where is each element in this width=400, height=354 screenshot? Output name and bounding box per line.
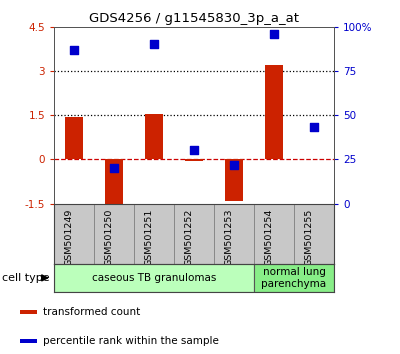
Bar [225,159,243,201]
Point [311,125,317,130]
Bar [185,159,203,161]
Bar [20,310,37,314]
Text: GSM501250: GSM501250 [105,209,114,266]
Text: transformed count: transformed count [42,307,140,317]
Text: GSM501253: GSM501253 [225,209,234,266]
Text: percentile rank within the sample: percentile rank within the sample [42,336,218,346]
Bar [105,159,123,205]
Point [191,148,197,153]
Bar [265,65,283,159]
Text: GSM501252: GSM501252 [185,209,194,266]
Bar [145,114,163,159]
Text: cell type: cell type [2,273,50,283]
Title: GDS4256 / g11545830_3p_a_at: GDS4256 / g11545830_3p_a_at [89,12,299,25]
Point [231,162,237,167]
Bar [254,264,334,292]
Point [271,31,277,36]
Point [151,41,157,47]
Text: normal lung
parenchyma: normal lung parenchyma [262,267,326,289]
Text: GSM501249: GSM501249 [65,209,74,266]
Text: caseous TB granulomas: caseous TB granulomas [92,273,216,283]
Bar [20,339,37,343]
Point [71,47,77,52]
Text: GSM501251: GSM501251 [145,209,154,266]
Point [111,165,117,171]
Bar [54,264,254,292]
Bar [65,116,83,159]
Text: GSM501254: GSM501254 [265,209,274,266]
Text: GSM501255: GSM501255 [305,209,314,266]
